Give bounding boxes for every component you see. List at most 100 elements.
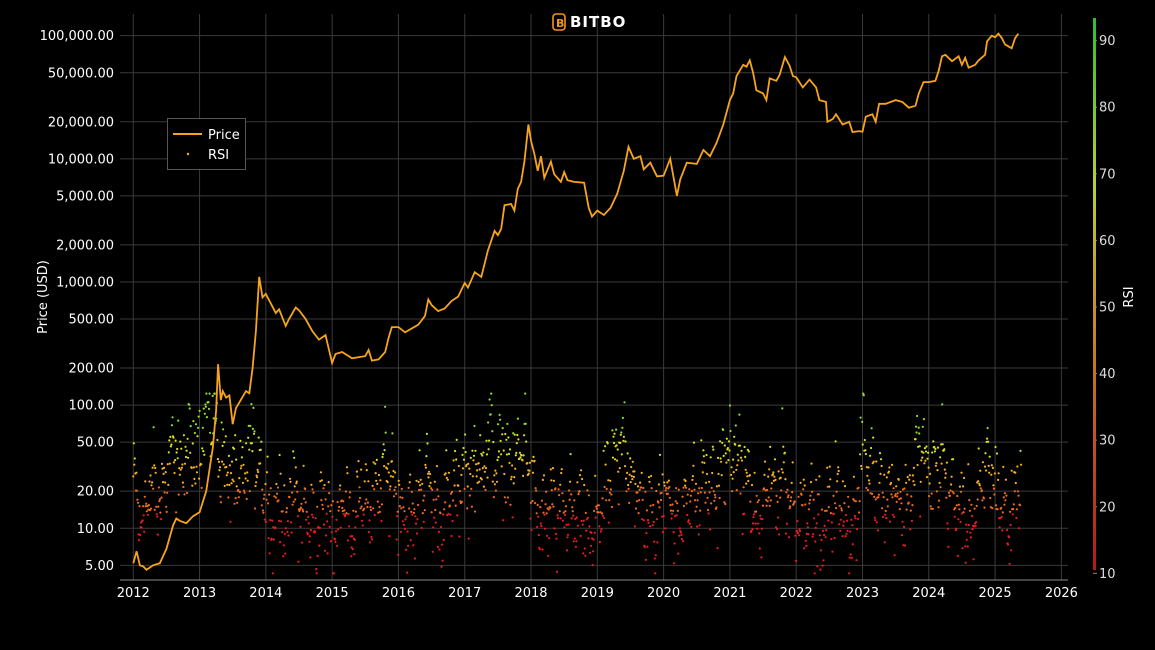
rsi-point	[577, 493, 580, 496]
rsi-point	[386, 467, 389, 470]
rsi-point	[610, 505, 614, 509]
rsi-point	[161, 481, 165, 484]
rsi-point	[929, 505, 932, 508]
rsi-point	[283, 484, 286, 487]
rsi-point	[378, 505, 381, 509]
rsi-point	[684, 484, 687, 487]
rsi-point	[487, 448, 490, 451]
rsi-point	[174, 439, 177, 442]
rsi-point	[426, 472, 430, 475]
y-tick-label: 50.00	[77, 436, 114, 451]
rsi-point	[478, 480, 481, 483]
rsi-point	[761, 518, 764, 521]
rsi-point	[765, 504, 768, 507]
rsi-point	[423, 509, 426, 512]
rsi-point	[170, 443, 173, 446]
rsi-point	[139, 533, 142, 537]
rsi-point	[306, 533, 309, 536]
rsi-point	[359, 507, 362, 510]
rsi-point	[188, 407, 191, 410]
rsi-point	[904, 544, 907, 547]
rsi-point	[245, 442, 248, 445]
rsi-point	[499, 418, 502, 421]
rsi-point	[766, 488, 769, 492]
rsi-point	[496, 458, 499, 462]
rsi-point	[817, 493, 820, 496]
rsi-point	[947, 545, 950, 549]
rsi-point	[303, 497, 306, 500]
rsi-point	[913, 483, 916, 486]
rsi-point	[457, 484, 460, 487]
rsi-point	[354, 510, 357, 513]
rsi-point	[896, 495, 899, 498]
rsi-point	[484, 467, 488, 470]
rsi-point	[225, 465, 228, 469]
rsi-point	[247, 436, 250, 439]
rsi-point	[361, 524, 364, 527]
rsi-point	[723, 501, 726, 504]
bitbo-logo-icon	[552, 13, 566, 31]
rsi-point	[432, 526, 435, 529]
rsi-point	[168, 462, 171, 465]
rsi-point	[186, 437, 189, 440]
rsi-point	[678, 534, 681, 537]
rsi-point	[608, 491, 611, 494]
rsi-point	[638, 499, 641, 502]
rsi-point	[720, 460, 723, 463]
rsi-point	[785, 522, 789, 525]
rsi-point	[387, 462, 390, 465]
rsi-point	[219, 501, 223, 504]
rsi-point	[983, 506, 986, 509]
rsi-point	[510, 464, 514, 467]
rsi-point	[178, 467, 181, 470]
rsi-point	[398, 505, 401, 508]
rsi-point	[560, 468, 563, 471]
rsi-point	[664, 527, 667, 530]
rsi-point	[292, 500, 295, 503]
rsi-point	[885, 476, 888, 479]
rsi-point	[455, 458, 458, 461]
rsi-point	[299, 506, 303, 509]
rsi-point	[368, 541, 372, 544]
rsi-point	[189, 425, 192, 428]
rsi-point	[431, 488, 434, 491]
rsi-point	[645, 531, 648, 535]
rsi-point	[995, 452, 999, 455]
rsi-point	[535, 489, 538, 492]
rsi-point	[706, 496, 709, 499]
rsi-point	[433, 480, 436, 483]
rsi-point	[376, 500, 379, 503]
rsi-point	[228, 464, 231, 467]
rsi-point	[871, 492, 874, 495]
rsi-point	[524, 392, 527, 395]
y-tick-label: 1,000.00	[56, 275, 114, 290]
rsi-point	[487, 421, 490, 424]
rsi-point	[879, 458, 883, 461]
rsi-point	[352, 509, 355, 512]
rsi-point	[191, 442, 194, 445]
rsi-point	[275, 482, 278, 486]
rsi-point	[471, 475, 474, 478]
rsi-point	[365, 469, 368, 472]
rsi-point	[383, 449, 386, 452]
rsi-point	[976, 498, 979, 501]
rsi-point	[192, 420, 195, 423]
rsi-point	[231, 478, 234, 481]
rsi-point	[180, 447, 183, 450]
rsi-point	[979, 469, 982, 472]
rsi-point	[621, 416, 625, 419]
rsi-point	[690, 525, 693, 529]
rsi-point	[514, 467, 517, 470]
rsi-point	[453, 469, 456, 472]
rsi-point	[682, 486, 685, 489]
rsi-point	[909, 509, 912, 512]
rsi-point	[861, 443, 864, 446]
rsi-point	[622, 439, 625, 442]
rsi-point	[133, 457, 136, 460]
rsi-point	[984, 452, 987, 455]
rsi-point	[332, 572, 335, 575]
rsi-point	[875, 460, 878, 463]
rsi-point	[386, 481, 389, 484]
rsi-point	[886, 498, 889, 501]
rsi-point	[357, 500, 361, 503]
